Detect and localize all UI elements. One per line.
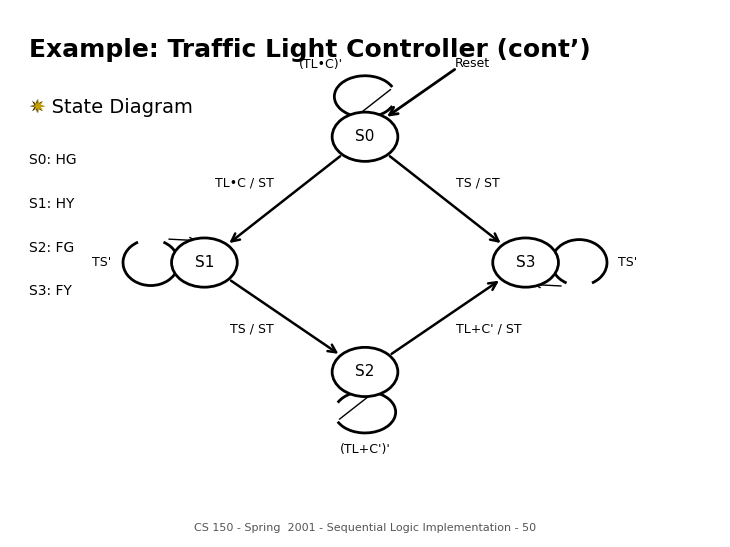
Text: TL•C / ST: TL•C / ST — [215, 177, 274, 190]
Circle shape — [493, 238, 558, 287]
Text: TS': TS' — [618, 256, 637, 269]
Text: TS': TS' — [93, 256, 112, 269]
Text: S3: FY: S3: FY — [29, 284, 72, 299]
Text: S2: FG: S2: FG — [29, 241, 74, 255]
Text: ✷ State Diagram: ✷ State Diagram — [29, 98, 193, 118]
Text: S0: HG: S0: HG — [29, 153, 77, 167]
Text: S2: S2 — [356, 364, 374, 380]
Circle shape — [332, 112, 398, 161]
Text: TL+C' / ST: TL+C' / ST — [456, 323, 522, 336]
Text: S1: HY: S1: HY — [29, 197, 74, 211]
Text: S0: S0 — [356, 129, 374, 144]
Text: S1: S1 — [195, 255, 214, 270]
Circle shape — [172, 238, 237, 287]
Circle shape — [332, 347, 398, 397]
Text: Reset: Reset — [454, 57, 490, 70]
Text: TS / ST: TS / ST — [456, 177, 500, 190]
Text: (TL•C)': (TL•C)' — [299, 58, 343, 71]
Text: S3: S3 — [516, 255, 535, 270]
Text: (TL+C')': (TL+C')' — [339, 443, 391, 456]
Text: TS / ST: TS / ST — [230, 323, 274, 336]
Text: ✷: ✷ — [29, 97, 45, 117]
Text: Example: Traffic Light Controller (cont’): Example: Traffic Light Controller (cont’… — [29, 38, 591, 62]
Text: CS 150 - Spring  2001 - Sequential Logic Implementation - 50: CS 150 - Spring 2001 - Sequential Logic … — [194, 523, 536, 533]
